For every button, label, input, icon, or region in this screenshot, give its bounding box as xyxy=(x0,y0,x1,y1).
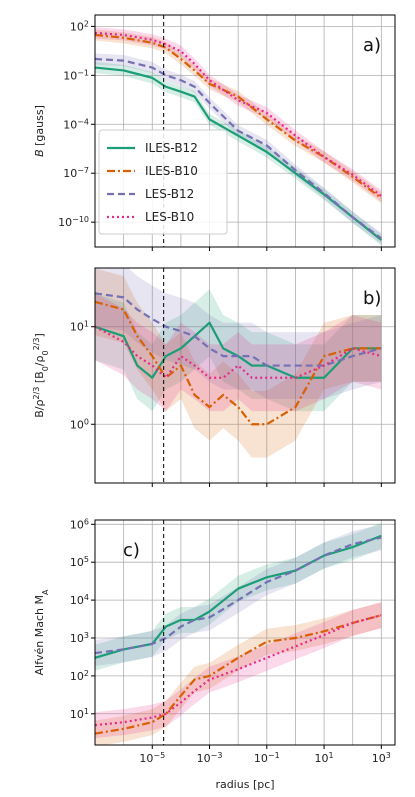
line-les-b12 xyxy=(95,57,382,240)
y-tick-label: 10−10 xyxy=(58,215,89,230)
legend: ILES-B12 ILES-B10 LES-B12 LES-B10 xyxy=(98,129,228,235)
line-iles-b12 xyxy=(95,66,383,241)
y-axis-label: B/ρ2/3 [B0/ρ02/3] xyxy=(32,333,50,418)
y-tick-label: 100 xyxy=(70,417,89,432)
line-iles-b12 xyxy=(95,321,382,379)
band-les-b10 xyxy=(95,602,382,739)
plot-area xyxy=(95,268,382,458)
line-iles-b10 xyxy=(95,614,382,735)
x-tick-label: 10−5 xyxy=(139,751,165,766)
band-iles-b12 xyxy=(95,522,382,671)
axes-frame xyxy=(94,519,396,746)
panel-3: 10−5 10−3 10−1 101 103 101 102 103 104 105 106 Alfv… xyxy=(33,517,396,766)
panel-label: b) xyxy=(363,288,381,309)
y-tick-label: 10−1 xyxy=(63,68,89,83)
band-les-b10 xyxy=(95,293,382,412)
y-axis-label: Alfvén Mach MA xyxy=(33,589,50,675)
line-les-b12 xyxy=(95,292,382,367)
legend-label: LES-B12 xyxy=(145,187,194,201)
y-tick-label: 102 xyxy=(70,668,89,683)
y-tick-label: 101 xyxy=(70,319,89,334)
y-tick-label: 10−4 xyxy=(63,117,89,132)
legend-label: LES-B10 xyxy=(145,210,194,224)
legend-label: ILES-B10 xyxy=(145,164,198,178)
x-axis-label: radius [pc] xyxy=(215,778,274,791)
y-axis-label: B [gauss] xyxy=(33,105,46,157)
line-les-b10 xyxy=(95,614,382,727)
band-les-b12 xyxy=(95,524,382,667)
x-tick-label: 103 xyxy=(372,751,391,766)
axes-frame xyxy=(94,14,396,248)
panel-label: a) xyxy=(363,35,381,56)
line-les-b12 xyxy=(95,536,382,655)
panel-2: 100 101 B/ρ2/3 [B0/ρ02/3] b) xyxy=(32,267,396,487)
x-tick-label: 10−1 xyxy=(254,751,280,766)
line-les-b10 xyxy=(95,325,382,379)
y-tick-label: 106 xyxy=(70,517,89,532)
legend-label: ILES-B12 xyxy=(145,141,198,155)
axes-frame xyxy=(94,267,396,484)
band-iles-b12 xyxy=(95,289,382,412)
panel-label: c) xyxy=(123,540,140,561)
y-tick-label: 10−7 xyxy=(63,166,89,181)
y-tick-label: 104 xyxy=(70,593,89,608)
y-tick-label: 102 xyxy=(70,19,89,34)
band-iles-b10 xyxy=(95,602,382,745)
legend-box xyxy=(98,129,228,235)
y-tick-label: 103 xyxy=(70,630,89,645)
plot-area xyxy=(95,522,382,745)
y-tick-label: 101 xyxy=(70,706,89,721)
line-iles-b10 xyxy=(95,33,382,199)
plot-area xyxy=(95,27,383,246)
x-tick-label: 101 xyxy=(315,751,334,766)
band-iles-b10 xyxy=(95,268,382,458)
x-tick-label: 10−3 xyxy=(197,751,223,766)
y-tick-label: 105 xyxy=(70,555,89,570)
